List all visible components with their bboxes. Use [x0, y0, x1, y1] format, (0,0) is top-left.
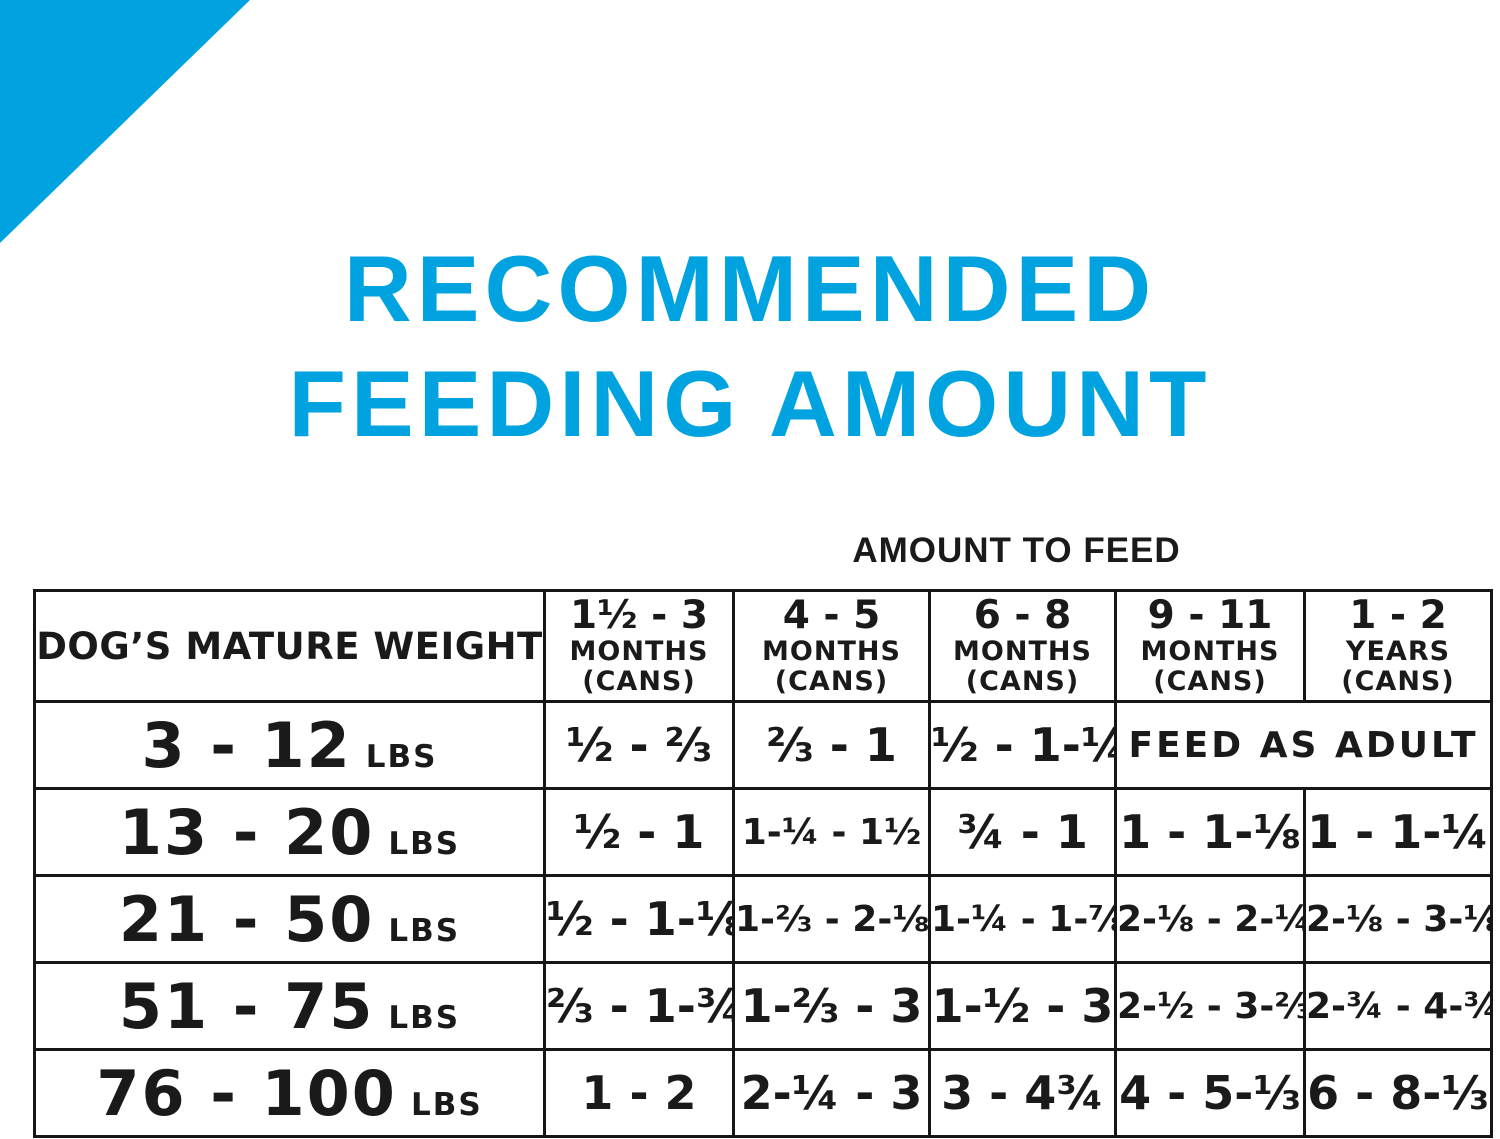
- age-measure: (CANS): [1153, 666, 1267, 697]
- weight-range-cell: 3 - 12 LBS: [33, 700, 546, 790]
- amount-to-feed-header: AMOUNT TO FEED: [852, 531, 1181, 570]
- feeding-value: 1-¼ - 1½: [732, 787, 931, 877]
- feeding-value: 1 - 1-⅛: [1114, 787, 1306, 877]
- weight-range: 76 - 100: [96, 1056, 397, 1130]
- weight-range: 13 - 20: [118, 795, 375, 869]
- feeding-value: 2-¾ - 4-¾: [1303, 961, 1493, 1051]
- page-title: RECOMMENDED FEEDING AMOUNT: [0, 232, 1500, 461]
- feeding-value: ½ - 1-¼: [928, 700, 1117, 790]
- feeding-value: 1 - 2: [543, 1048, 735, 1138]
- feeding-table: DOG’S MATURE WEIGHT 1½ - 3 MONTHS (CANS)…: [33, 589, 1493, 1138]
- weight-column-header: DOG’S MATURE WEIGHT: [33, 589, 546, 703]
- feeding-value: 2-¼ - 3: [732, 1048, 931, 1138]
- age-unit: MONTHS: [1140, 636, 1280, 667]
- feeding-value: ½ - 1-⅛: [543, 874, 735, 964]
- feeding-value: ⅔ - 1: [732, 700, 931, 790]
- feeding-value: ½ - ⅔: [543, 700, 735, 790]
- feeding-value: 3 - 4¾: [928, 1048, 1117, 1138]
- weight-unit: LBS: [388, 912, 461, 949]
- weight-range-cell: 13 - 20 LBS: [33, 787, 546, 877]
- weight-unit: LBS: [388, 999, 461, 1036]
- feeding-value: 1 - 1-¼: [1303, 787, 1493, 877]
- feeding-value: ½ - 1: [543, 787, 735, 877]
- age-range: 4 - 5: [782, 593, 881, 638]
- feeding-value: 1-¼ - 1-⅞: [928, 874, 1117, 964]
- corner-triangle-decoration: [0, 0, 250, 243]
- age-measure: (CANS): [1341, 666, 1455, 697]
- column-header-1-5-3-months: 1½ - 3 MONTHS (CANS): [543, 589, 735, 703]
- page-title-line2: FEEDING AMOUNT: [288, 350, 1212, 456]
- feeding-value: 1-⅔ - 2-⅛: [732, 874, 931, 964]
- feeding-value: ¾ - 1: [928, 787, 1117, 877]
- weight-range: 51 - 75: [118, 969, 375, 1043]
- table-row-21-50-lbs: 21 - 50 LBS ½ - 1-⅛ 1-⅔ - 2-⅛ 1-¼ - 1-⅞ 2…: [33, 874, 1493, 964]
- weight-unit: LBS: [410, 1086, 483, 1123]
- feeding-value: ⅔ - 1-¾: [543, 961, 735, 1051]
- feeding-value: 1-½ - 3: [928, 961, 1117, 1051]
- feeding-value: 2-½ - 3-⅔: [1114, 961, 1306, 1051]
- age-range: 6 - 8: [973, 593, 1072, 638]
- column-header-1-2-years: 1 - 2 YEARS (CANS): [1303, 589, 1493, 703]
- age-unit: MONTHS: [762, 636, 901, 667]
- age-measure: (CANS): [965, 666, 1080, 697]
- column-header-6-8-months: 6 - 8 MONTHS (CANS): [928, 589, 1117, 703]
- feeding-value: 2-⅛ - 2-¼: [1114, 874, 1306, 964]
- age-range: 1 - 2: [1349, 593, 1447, 638]
- age-unit: MONTHS: [569, 636, 709, 667]
- age-range: 1½ - 3: [570, 593, 708, 638]
- table-row-3-12-lbs: 3 - 12 LBS ½ - ⅔ ⅔ - 1 ½ - 1-¼ FEED AS AD…: [33, 700, 1493, 790]
- table-row-13-20-lbs: 13 - 20 LBS ½ - 1 1-¼ - 1½ ¾ - 1 1 - 1-⅛ …: [33, 787, 1493, 877]
- weight-range-cell: 21 - 50 LBS: [33, 874, 546, 964]
- age-unit: YEARS: [1345, 636, 1451, 667]
- feeding-value: 2-⅛ - 3-⅛: [1303, 874, 1493, 964]
- header-row: DOG’S MATURE WEIGHT 1½ - 3 MONTHS (CANS)…: [33, 589, 1493, 703]
- feed-as-adult-note: FEED AS ADULT: [1114, 700, 1493, 790]
- column-header-4-5-months: 4 - 5 MONTHS (CANS): [732, 589, 931, 703]
- table-row-76-100-lbs: 76 - 100 LBS 1 - 2 2-¼ - 3 3 - 4¾ 4 - 5-⅓…: [33, 1048, 1493, 1138]
- age-range: 9 - 11: [1147, 593, 1273, 638]
- age-measure: (CANS): [582, 666, 696, 697]
- weight-range: 3 - 12: [141, 708, 352, 782]
- age-measure: (CANS): [774, 666, 889, 697]
- weight-range-cell: 51 - 75 LBS: [33, 961, 546, 1051]
- weight-range: 21 - 50: [118, 882, 375, 956]
- weight-range-cell: 76 - 100 LBS: [33, 1048, 546, 1138]
- column-header-9-11-months: 9 - 11 MONTHS (CANS): [1114, 589, 1306, 703]
- feeding-value: 6 - 8-⅓: [1303, 1048, 1493, 1138]
- feeding-value: 4 - 5-⅓: [1114, 1048, 1306, 1138]
- age-unit: MONTHS: [953, 636, 1092, 667]
- feeding-value: 1-⅔ - 3: [732, 961, 931, 1051]
- weight-unit: LBS: [365, 738, 438, 775]
- page-title-line1: RECOMMENDED: [343, 236, 1157, 341]
- table-row-51-75-lbs: 51 - 75 LBS ⅔ - 1-¾ 1-⅔ - 3 1-½ - 3 2-½ -…: [33, 961, 1493, 1051]
- weight-unit: LBS: [388, 825, 461, 862]
